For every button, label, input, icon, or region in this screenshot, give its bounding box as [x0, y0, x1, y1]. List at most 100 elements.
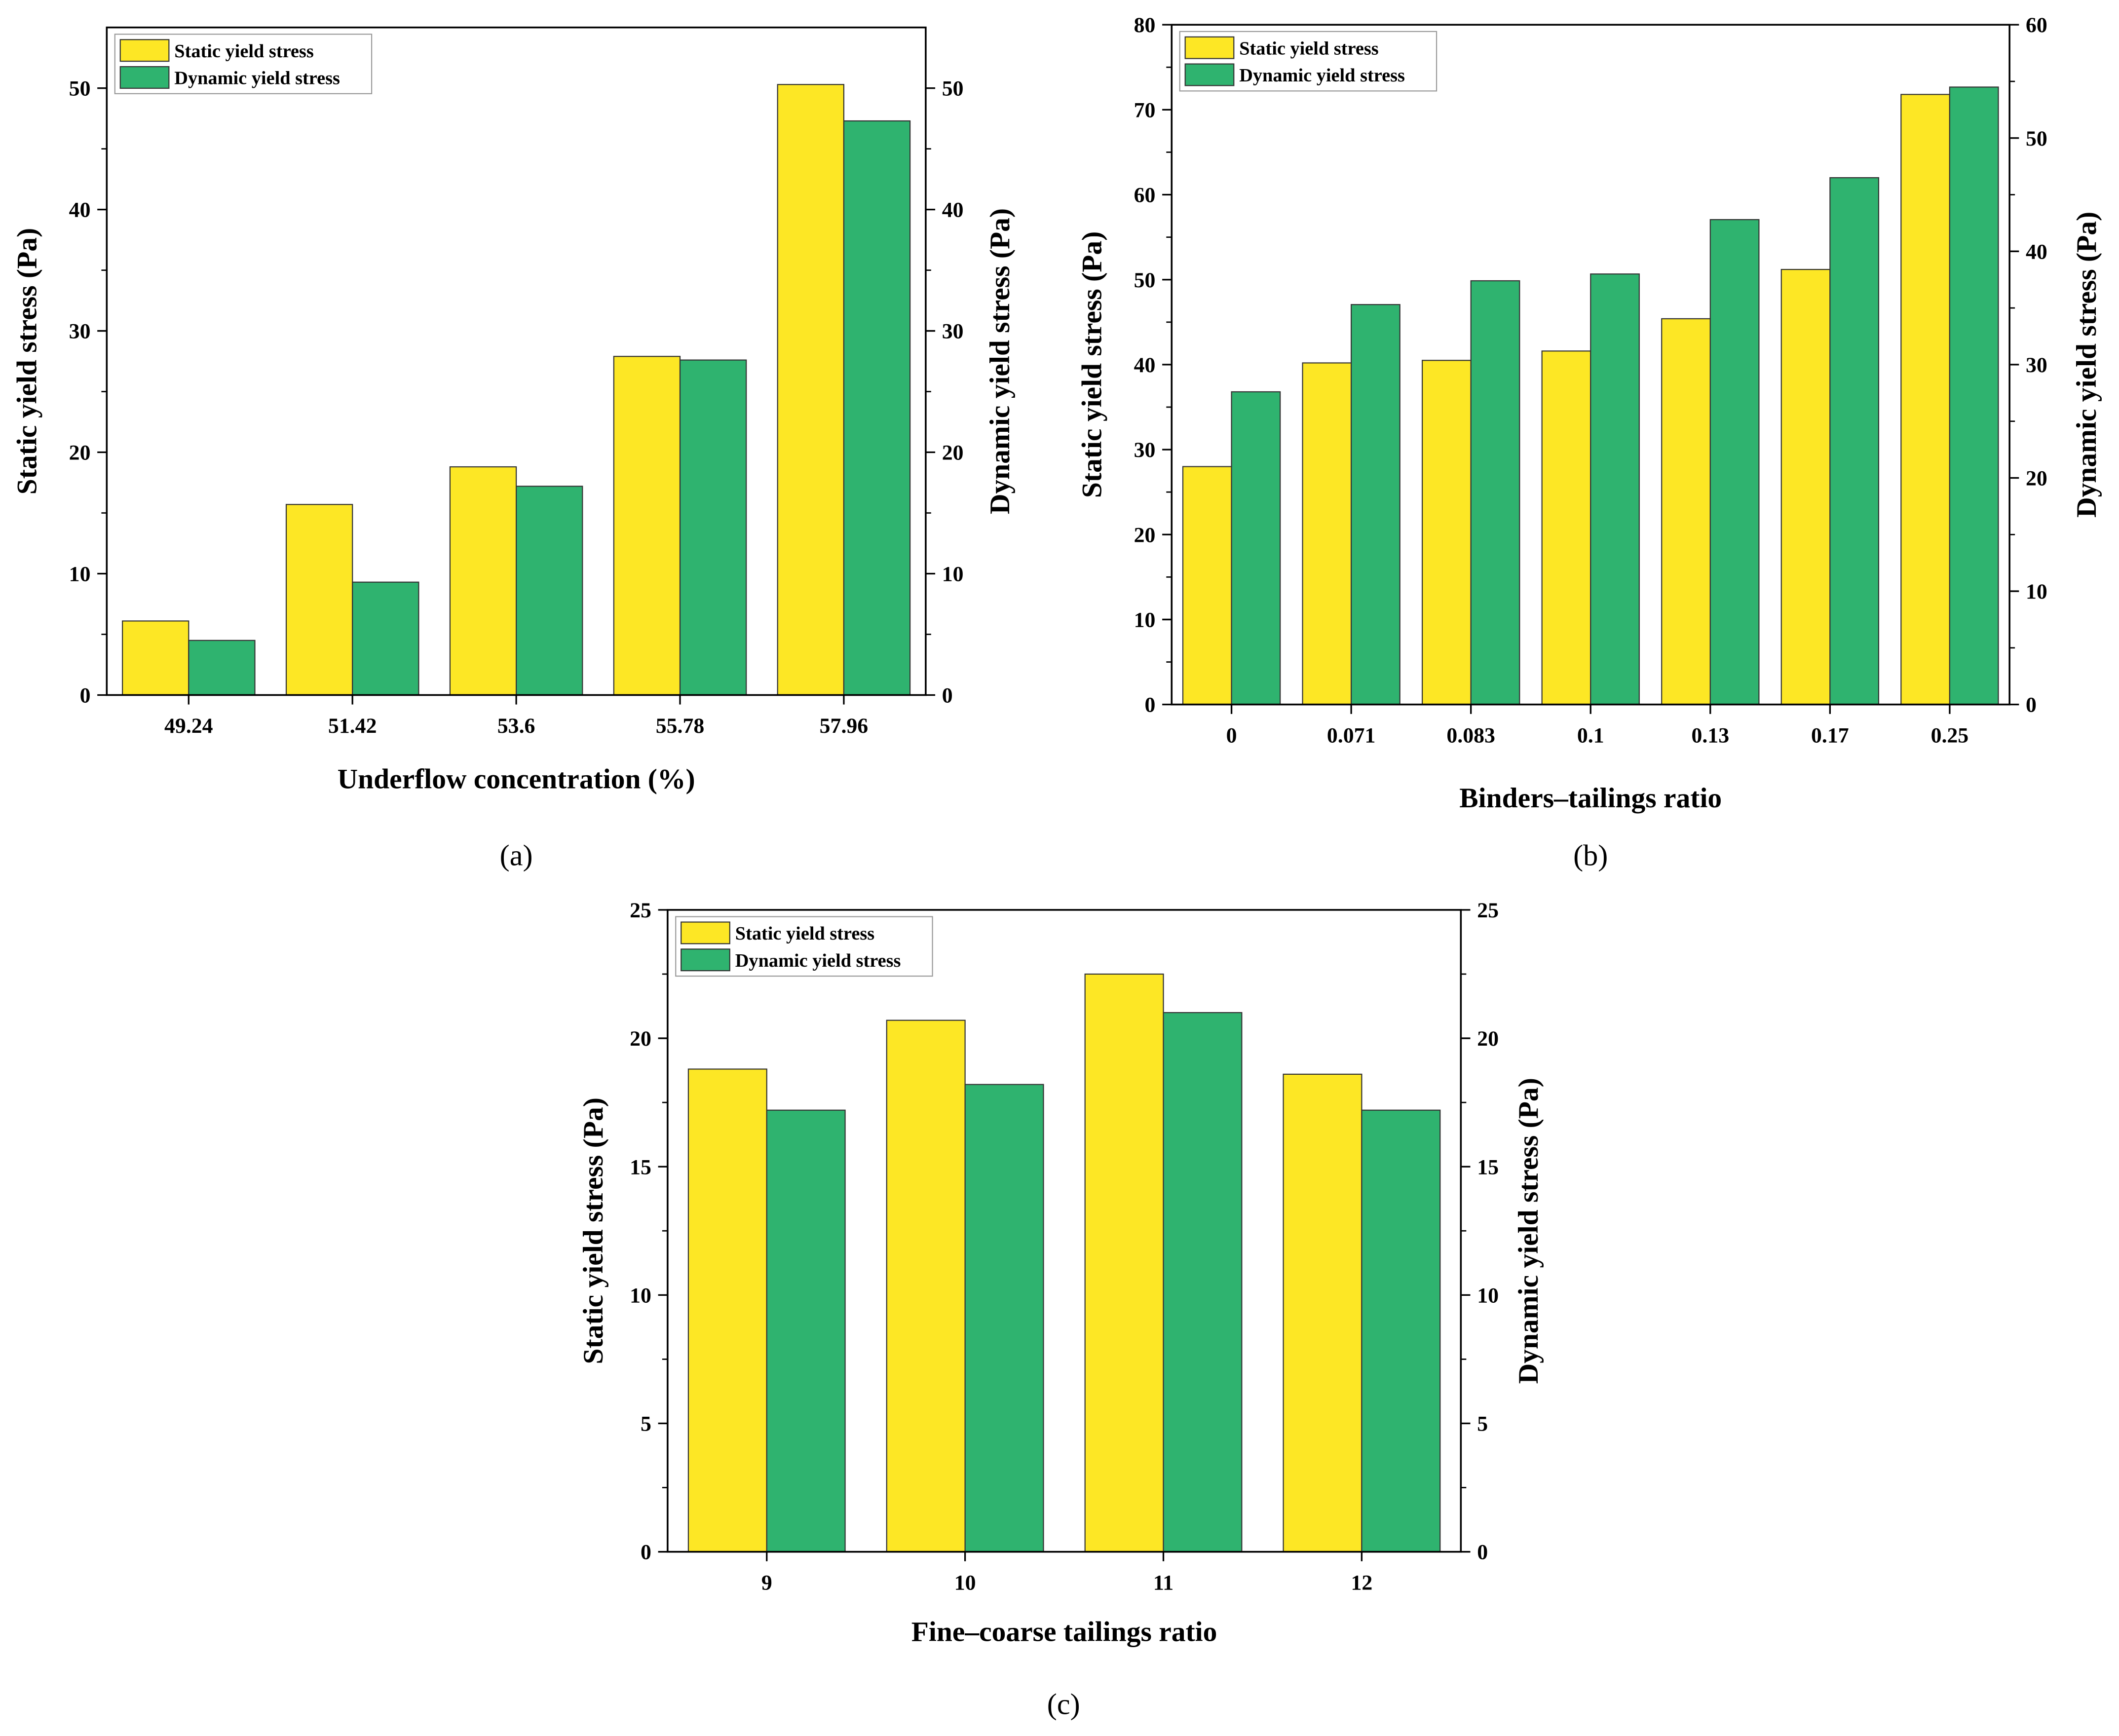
y-axis-label: Static yield stress (Pa) — [11, 228, 42, 494]
y-tick-label: 0 — [641, 1541, 651, 1564]
y-tick-label: 25 — [630, 899, 651, 922]
y-tick-label: 5 — [641, 1412, 651, 1436]
y-right-tick-label: 0 — [1477, 1541, 1488, 1564]
y-right-tick-label: 25 — [1477, 899, 1499, 922]
x-tick-label: 57.96 — [820, 714, 869, 738]
y-tick-label: 80 — [1134, 13, 1156, 37]
y-axis-label: Static yield stress (Pa) — [1076, 231, 1107, 498]
panel-label: (b) — [1573, 839, 1608, 872]
y-tick-label: 15 — [630, 1155, 651, 1179]
static-bar-53.6 — [449, 466, 517, 696]
y-tick-label: 50 — [1134, 268, 1156, 292]
dynamic-bar-49.24 — [188, 640, 256, 696]
y-tick-label: 30 — [69, 320, 91, 343]
legend-entry: Static yield stress — [1239, 38, 1378, 59]
y-tick-label: 10 — [69, 563, 91, 586]
legend-swatch — [681, 948, 730, 972]
legend-entry: Static yield stress — [735, 923, 874, 944]
legend-swatch — [1184, 63, 1235, 86]
dynamic-bar-12 — [1361, 1109, 1441, 1552]
chart-panel-a: 0 10 20 30 40 50 0 10 20 30 40 50 49.24 51.42 53.6 55.7… — [11, 26, 1016, 872]
x-tick-label: 0.083 — [1446, 723, 1495, 747]
y-right-tick-label: 60 — [2026, 13, 2047, 37]
static-bar-0.13 — [1661, 318, 1711, 705]
x-tick-label: 0.25 — [1931, 723, 1969, 747]
y-tick-label: 10 — [630, 1283, 651, 1307]
x-tick-label: 12 — [1351, 1571, 1373, 1594]
x-tick-label: 0.13 — [1691, 723, 1729, 747]
y-right-tick-label: 10 — [2026, 580, 2047, 604]
y-right-tick-label: 20 — [1477, 1027, 1499, 1051]
x-tick-label: 0.1 — [1577, 723, 1604, 747]
x-tick-label: 10 — [954, 1571, 976, 1594]
x-tick-label: 0.071 — [1327, 723, 1376, 747]
y-tick-label: 30 — [1134, 438, 1156, 462]
dynamic-bar-55.78 — [679, 359, 747, 696]
x-tick-label: 11 — [1153, 1571, 1173, 1594]
dynamic-bar-0.083 — [1470, 280, 1520, 705]
y-tick-label: 40 — [69, 198, 91, 222]
x-axis-label: Fine–coarse tailings ratio — [911, 1616, 1217, 1647]
static-bar-57.96 — [777, 84, 845, 696]
dynamic-bar-0.1 — [1590, 273, 1640, 705]
dynamic-bar-9 — [766, 1109, 846, 1552]
y-tick-label: 20 — [1134, 523, 1156, 547]
y-right-tick-label: 30 — [2026, 353, 2047, 377]
static-bar-0.1 — [1541, 350, 1591, 705]
dynamic-bar-53.6 — [516, 486, 583, 696]
static-bar-0.25 — [1900, 94, 1950, 705]
y-right-tick-label: 0 — [942, 684, 953, 708]
x-tick-label: 55.78 — [656, 714, 705, 738]
x-tick-label: 49.24 — [164, 714, 213, 738]
x-tick-label: 51.42 — [328, 714, 377, 738]
chart-panel-b: 0 10 20 30 40 50 60 70 80 0 10 20 30 40 50 60 0 0.071 0.08… — [1076, 13, 2102, 872]
static-bar-0.071 — [1302, 362, 1352, 705]
static-bar-0 — [1182, 466, 1232, 705]
y-right-tick-label: 5 — [1477, 1412, 1488, 1436]
y-right-tick-label: 20 — [2026, 467, 2047, 491]
y-right-tick-label: 40 — [2026, 240, 2047, 264]
dynamic-bar-57.96 — [843, 120, 911, 696]
x-tick-label: 9 — [761, 1571, 772, 1594]
y-right-axis-label: Dynamic yield stress (Pa) — [2071, 212, 2102, 518]
y-tick-label: 50 — [69, 77, 91, 101]
y-tick-label: 70 — [1134, 98, 1156, 122]
dynamic-bar-0.17 — [1829, 177, 1880, 705]
y-tick-label: 20 — [630, 1027, 651, 1051]
y-tick-label: 10 — [1134, 608, 1156, 632]
y-right-tick-label: 20 — [942, 441, 964, 465]
static-bar-12 — [1283, 1073, 1362, 1552]
y-axis-label: Static yield stress (Pa) — [578, 1097, 609, 1364]
static-bar-0.083 — [1422, 360, 1472, 705]
static-bar-55.78 — [613, 356, 681, 696]
dynamic-bar-11 — [1163, 1012, 1243, 1552]
legend-entry: Dynamic yield stress — [735, 950, 901, 971]
static-bar-10 — [886, 1019, 966, 1552]
static-bar-0.17 — [1780, 268, 1831, 705]
legend-swatch — [119, 39, 170, 62]
chart-panel-c: 0 5 10 15 20 25 0 5 10 15 20 25 9 10 11 12 Fine–coarse t… — [578, 899, 1544, 1721]
y-right-axis-label: Dynamic yield stress (Pa) — [984, 208, 1016, 514]
static-bar-11 — [1084, 973, 1164, 1552]
dynamic-bar-10 — [964, 1084, 1044, 1552]
legend-entry: Dynamic yield stress — [174, 68, 340, 89]
x-axis-label: Underflow concentration (%) — [338, 763, 695, 794]
dynamic-bar-0.071 — [1351, 304, 1400, 705]
y-right-tick-label: 50 — [942, 77, 964, 101]
x-tick-label: 0 — [1226, 723, 1237, 747]
static-bar-49.24 — [122, 620, 189, 696]
y-tick-label: 40 — [1134, 353, 1156, 377]
y-right-tick-label: 15 — [1477, 1155, 1499, 1179]
y-tick-label: 0 — [80, 684, 91, 708]
y-right-tick-label: 30 — [942, 320, 964, 343]
y-right-tick-label: 40 — [942, 198, 964, 222]
legend-entry: Dynamic yield stress — [1239, 65, 1405, 86]
y-right-tick-label: 0 — [2026, 693, 2037, 717]
panel-label: (a) — [500, 839, 533, 872]
dynamic-bar-0.13 — [1709, 219, 1760, 705]
x-tick-label: 53.6 — [497, 714, 535, 738]
legend: Static yield stress Dynamic yield stress — [675, 916, 933, 977]
legend: Static yield stress Dynamic yield stress — [1179, 31, 1438, 92]
dynamic-bar-0 — [1231, 391, 1281, 705]
legend-entry: Static yield stress — [174, 41, 313, 62]
